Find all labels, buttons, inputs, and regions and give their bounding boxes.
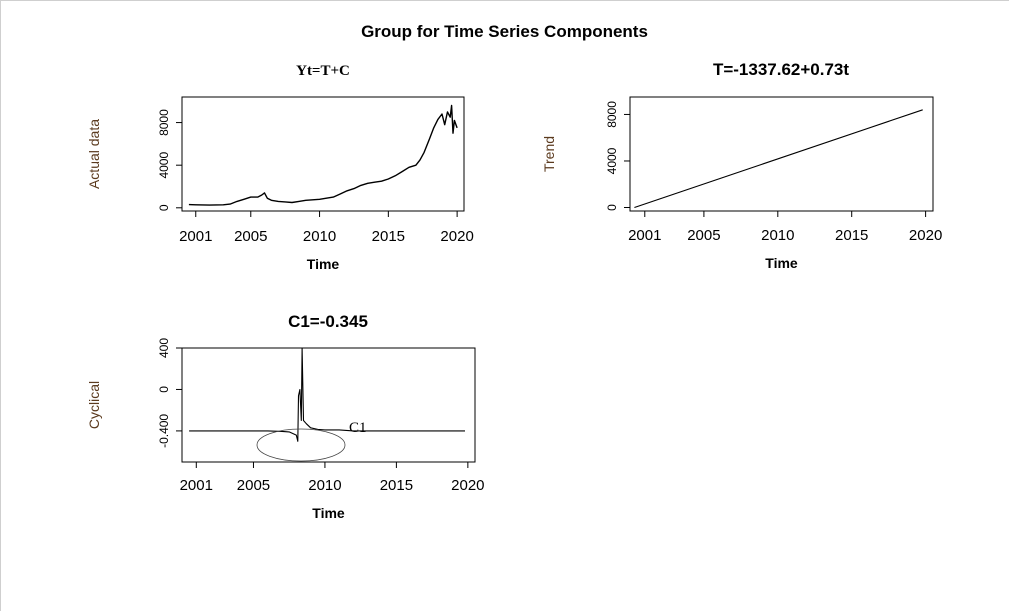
x-tick-label: 2005: [687, 227, 720, 244]
annotation-label: C1: [349, 420, 367, 436]
x-axis-label: Time: [312, 505, 345, 521]
x-tick-label: 2005: [237, 477, 270, 494]
y-tick-label: 0: [157, 204, 171, 211]
y-tick-label: 4000: [605, 147, 619, 174]
annotation-ellipse: [256, 428, 346, 462]
chart-title: C1=-0.345: [288, 312, 368, 331]
y-tick-label: 8000: [157, 109, 171, 136]
y-axis-label: Cyclical: [86, 381, 102, 429]
x-axis-label: Time: [307, 256, 340, 272]
y-tick-label: -0.400: [157, 414, 171, 448]
series-line: [189, 347, 465, 442]
y-tick-label: 0: [157, 386, 171, 393]
chart-title: T=-1337.62+0.73t: [713, 60, 849, 79]
x-tick-label: 2001: [180, 477, 213, 494]
x-tick-label: 2015: [835, 227, 868, 244]
chart-title: Yt=T+C: [296, 63, 350, 79]
x-tick-label: 2015: [380, 477, 413, 494]
y-tick-label: 400: [157, 338, 171, 358]
x-tick-label: 2010: [761, 227, 794, 244]
x-tick-label: 2020: [440, 228, 473, 245]
x-tick-label: 2015: [372, 228, 405, 245]
series-line: [634, 109, 923, 209]
plot-box: [629, 96, 934, 212]
x-tick-label: 2010: [303, 228, 336, 245]
y-tick-label: 0: [605, 204, 619, 211]
x-tick-label: 2020: [909, 227, 942, 244]
plot-box: [181, 96, 465, 212]
y-axis-label: Trend: [541, 136, 557, 172]
x-tick-label: 2001: [628, 227, 661, 244]
x-axis-label: Time: [765, 255, 798, 271]
y-tick-label: 4000: [157, 152, 171, 179]
x-tick-label: 2010: [308, 477, 341, 494]
series-line: [188, 104, 458, 206]
x-tick-label: 2001: [179, 228, 212, 245]
x-tick-label: 2005: [234, 228, 267, 245]
y-tick-label: 8000: [605, 101, 619, 128]
plot-box: [181, 347, 476, 463]
figure-title: Group for Time Series Components: [361, 22, 648, 41]
y-axis-label: Actual data: [86, 119, 102, 189]
x-tick-label: 2020: [451, 477, 484, 494]
